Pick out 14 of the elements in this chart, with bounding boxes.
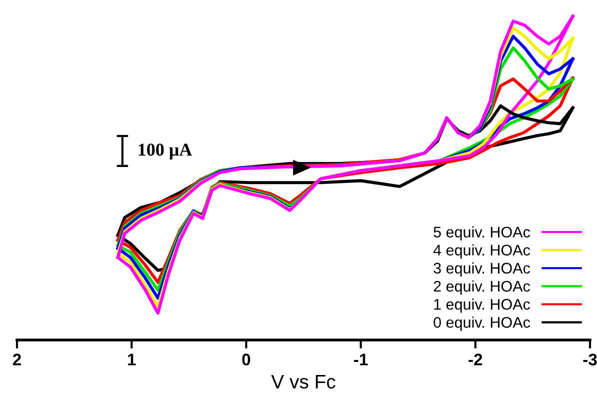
x-tick-label: -3	[583, 354, 597, 366]
x-tick-label: 0	[242, 354, 250, 366]
legend-label: 1 equiv. HOAc	[434, 298, 530, 313]
legend-label: 5 equiv. HOAc	[434, 226, 530, 241]
legend-label: 4 equiv. HOAc	[433, 244, 530, 259]
x-axis-title: V vs Fc	[271, 375, 336, 389]
x-tick-label: 2	[12, 354, 21, 366]
legend-label: 3 equiv. HOAc	[434, 262, 530, 277]
x-tick-label: -2	[468, 354, 482, 366]
legend-label: 2 equiv. HOAc	[434, 280, 530, 295]
x-tick-label: 1	[128, 354, 136, 366]
legend-label: 0 equiv. HOAc	[434, 316, 530, 331]
annotation: 100 μA	[138, 144, 192, 160]
x-tick-label: -1	[354, 354, 368, 366]
